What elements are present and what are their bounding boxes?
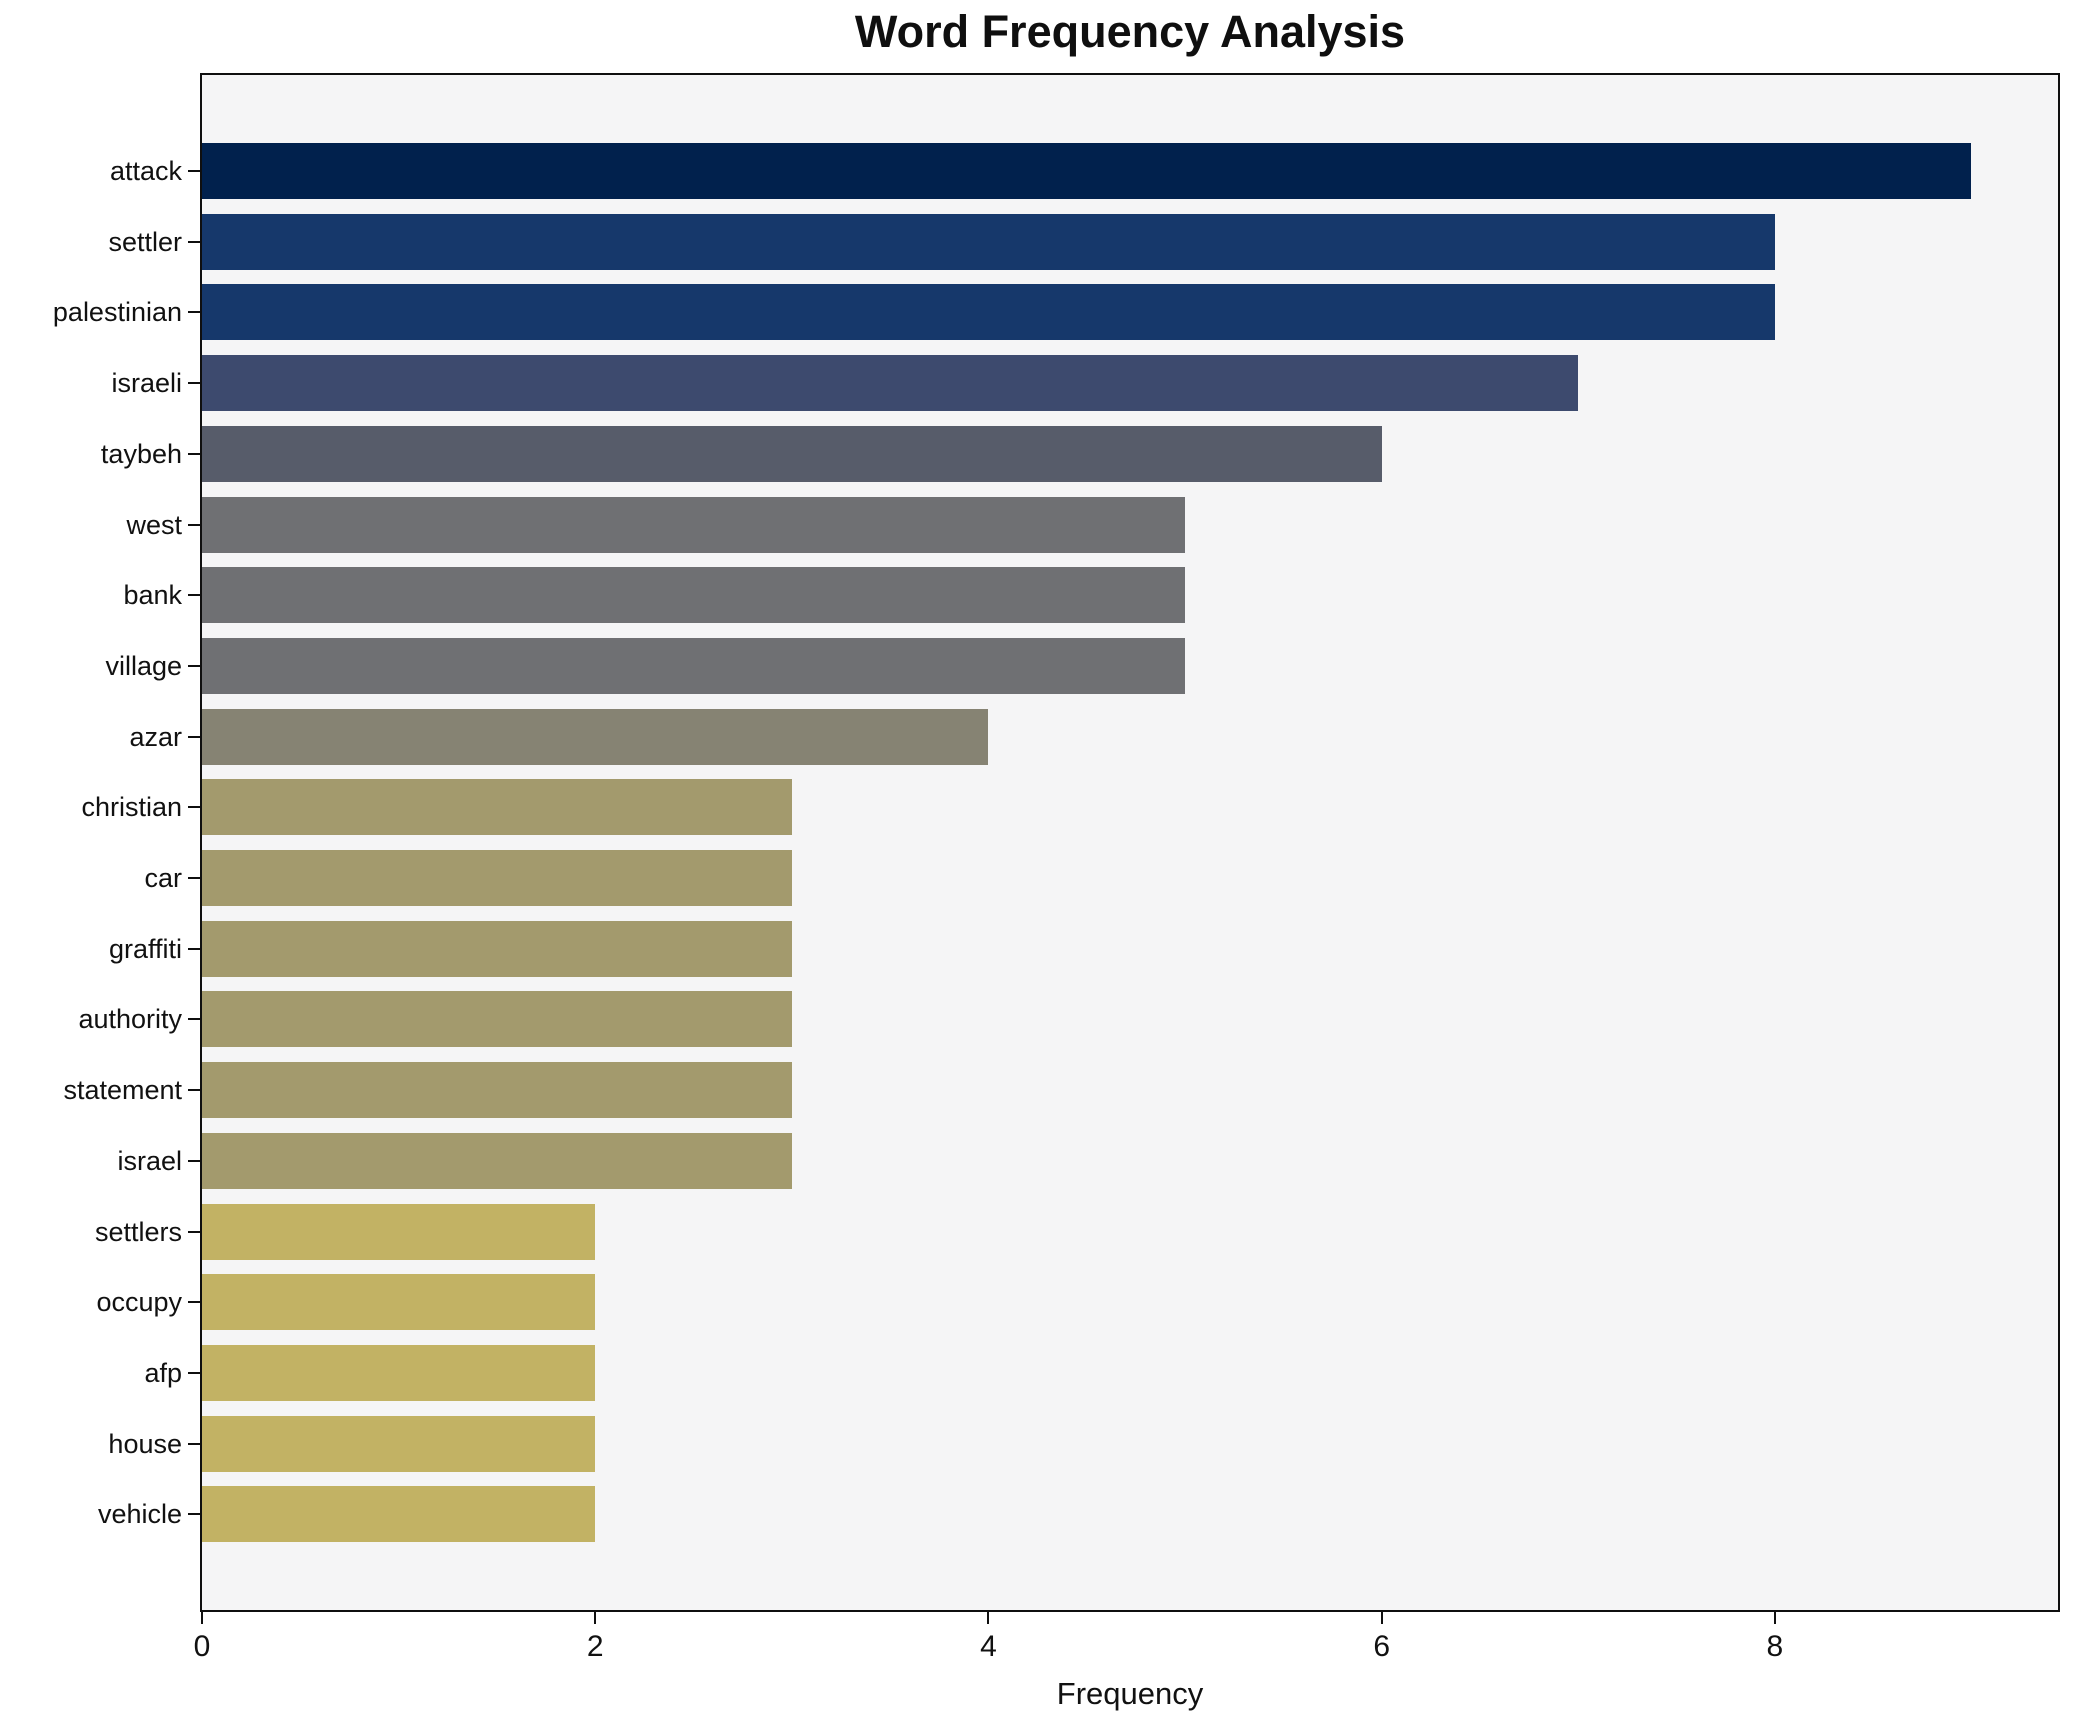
x-tick-label: 6 [1373,1630,1390,1663]
y-tick-mark [188,170,200,172]
y-tick-label: graffiti [108,933,182,964]
bar-christian [202,779,792,836]
y-tick-mark [188,1513,200,1516]
y-tick-mark [188,523,200,526]
bar-car [202,850,792,906]
y-tick-label: occupy [96,1287,182,1318]
bar-israeli [202,355,1578,412]
x-tick-mark [1380,1612,1383,1624]
x-tick-label: 4 [980,1630,997,1663]
bar-house [202,1415,595,1472]
y-tick-mark [188,877,200,879]
y-tick-mark [188,240,200,243]
y-tick-label: bank [123,580,182,611]
bar-graffiti [202,920,792,977]
y-tick-label: west [126,509,182,540]
y-tick-mark [188,1442,200,1445]
bar-taybeh [202,425,1382,482]
bar-afp [202,1344,595,1401]
y-tick-label: settler [108,226,182,257]
y-tick-mark [188,1018,200,1021]
x-tick-label: 8 [1766,1630,1784,1663]
bar-azar [202,708,988,765]
y-tick-mark [188,806,200,809]
y-tick-label: israeli [111,368,182,399]
bar-authority [202,991,792,1048]
y-tick-mark [188,947,200,950]
y-tick-mark [188,382,200,385]
bar-israel [202,1132,792,1189]
y-tick-label: taybeh [100,438,182,469]
y-tick-label: vehicle [97,1499,182,1530]
y-tick-label: village [105,650,182,681]
y-tick-label: settlers [94,1216,182,1247]
y-tick-label: authority [78,1004,182,1035]
bar-bank [202,567,1185,624]
y-tick-mark [188,452,200,455]
x-tick-label: 2 [586,1630,604,1663]
y-tick-mark [188,664,200,667]
y-tick-label: afp [144,1357,182,1388]
bar-village [202,637,1185,694]
x-tick-mark [201,1612,203,1624]
bar-settlers [202,1203,595,1260]
bar-settler [202,213,1775,270]
y-tick-mark [188,1371,200,1374]
chart-title: Word Frequency Analysis [854,6,1406,57]
x-tick-mark [1773,1612,1776,1624]
y-tick-label: attack [109,156,182,186]
y-tick-mark [188,1089,200,1092]
bar-vehicle [202,1486,595,1543]
x-tick-mark [594,1612,597,1624]
y-tick-label: house [108,1428,182,1459]
y-tick-label: palestinian [52,297,182,328]
bar-attack [202,143,1971,199]
y-tick-mark [188,1159,200,1162]
x-tick-mark [987,1612,990,1624]
y-tick-label: azar [129,721,182,752]
y-tick-label: statement [63,1075,182,1106]
x-axis-label: Frequency [1056,1676,1204,1711]
y-tick-mark [188,735,200,738]
y-tick-label: car [144,863,182,893]
bar-palestinian [202,284,1775,341]
y-tick-label: christian [81,792,182,823]
plot-area [200,73,2060,1612]
y-tick-mark [188,1301,200,1304]
x-tick-label: 0 [193,1630,211,1663]
bar-statement [202,1062,792,1119]
y-tick-mark [188,1230,200,1233]
y-tick-label: israel [117,1145,182,1176]
y-tick-mark [188,311,200,314]
y-tick-mark [188,594,200,597]
bar-occupy [202,1274,595,1331]
bar-west [202,496,1185,553]
